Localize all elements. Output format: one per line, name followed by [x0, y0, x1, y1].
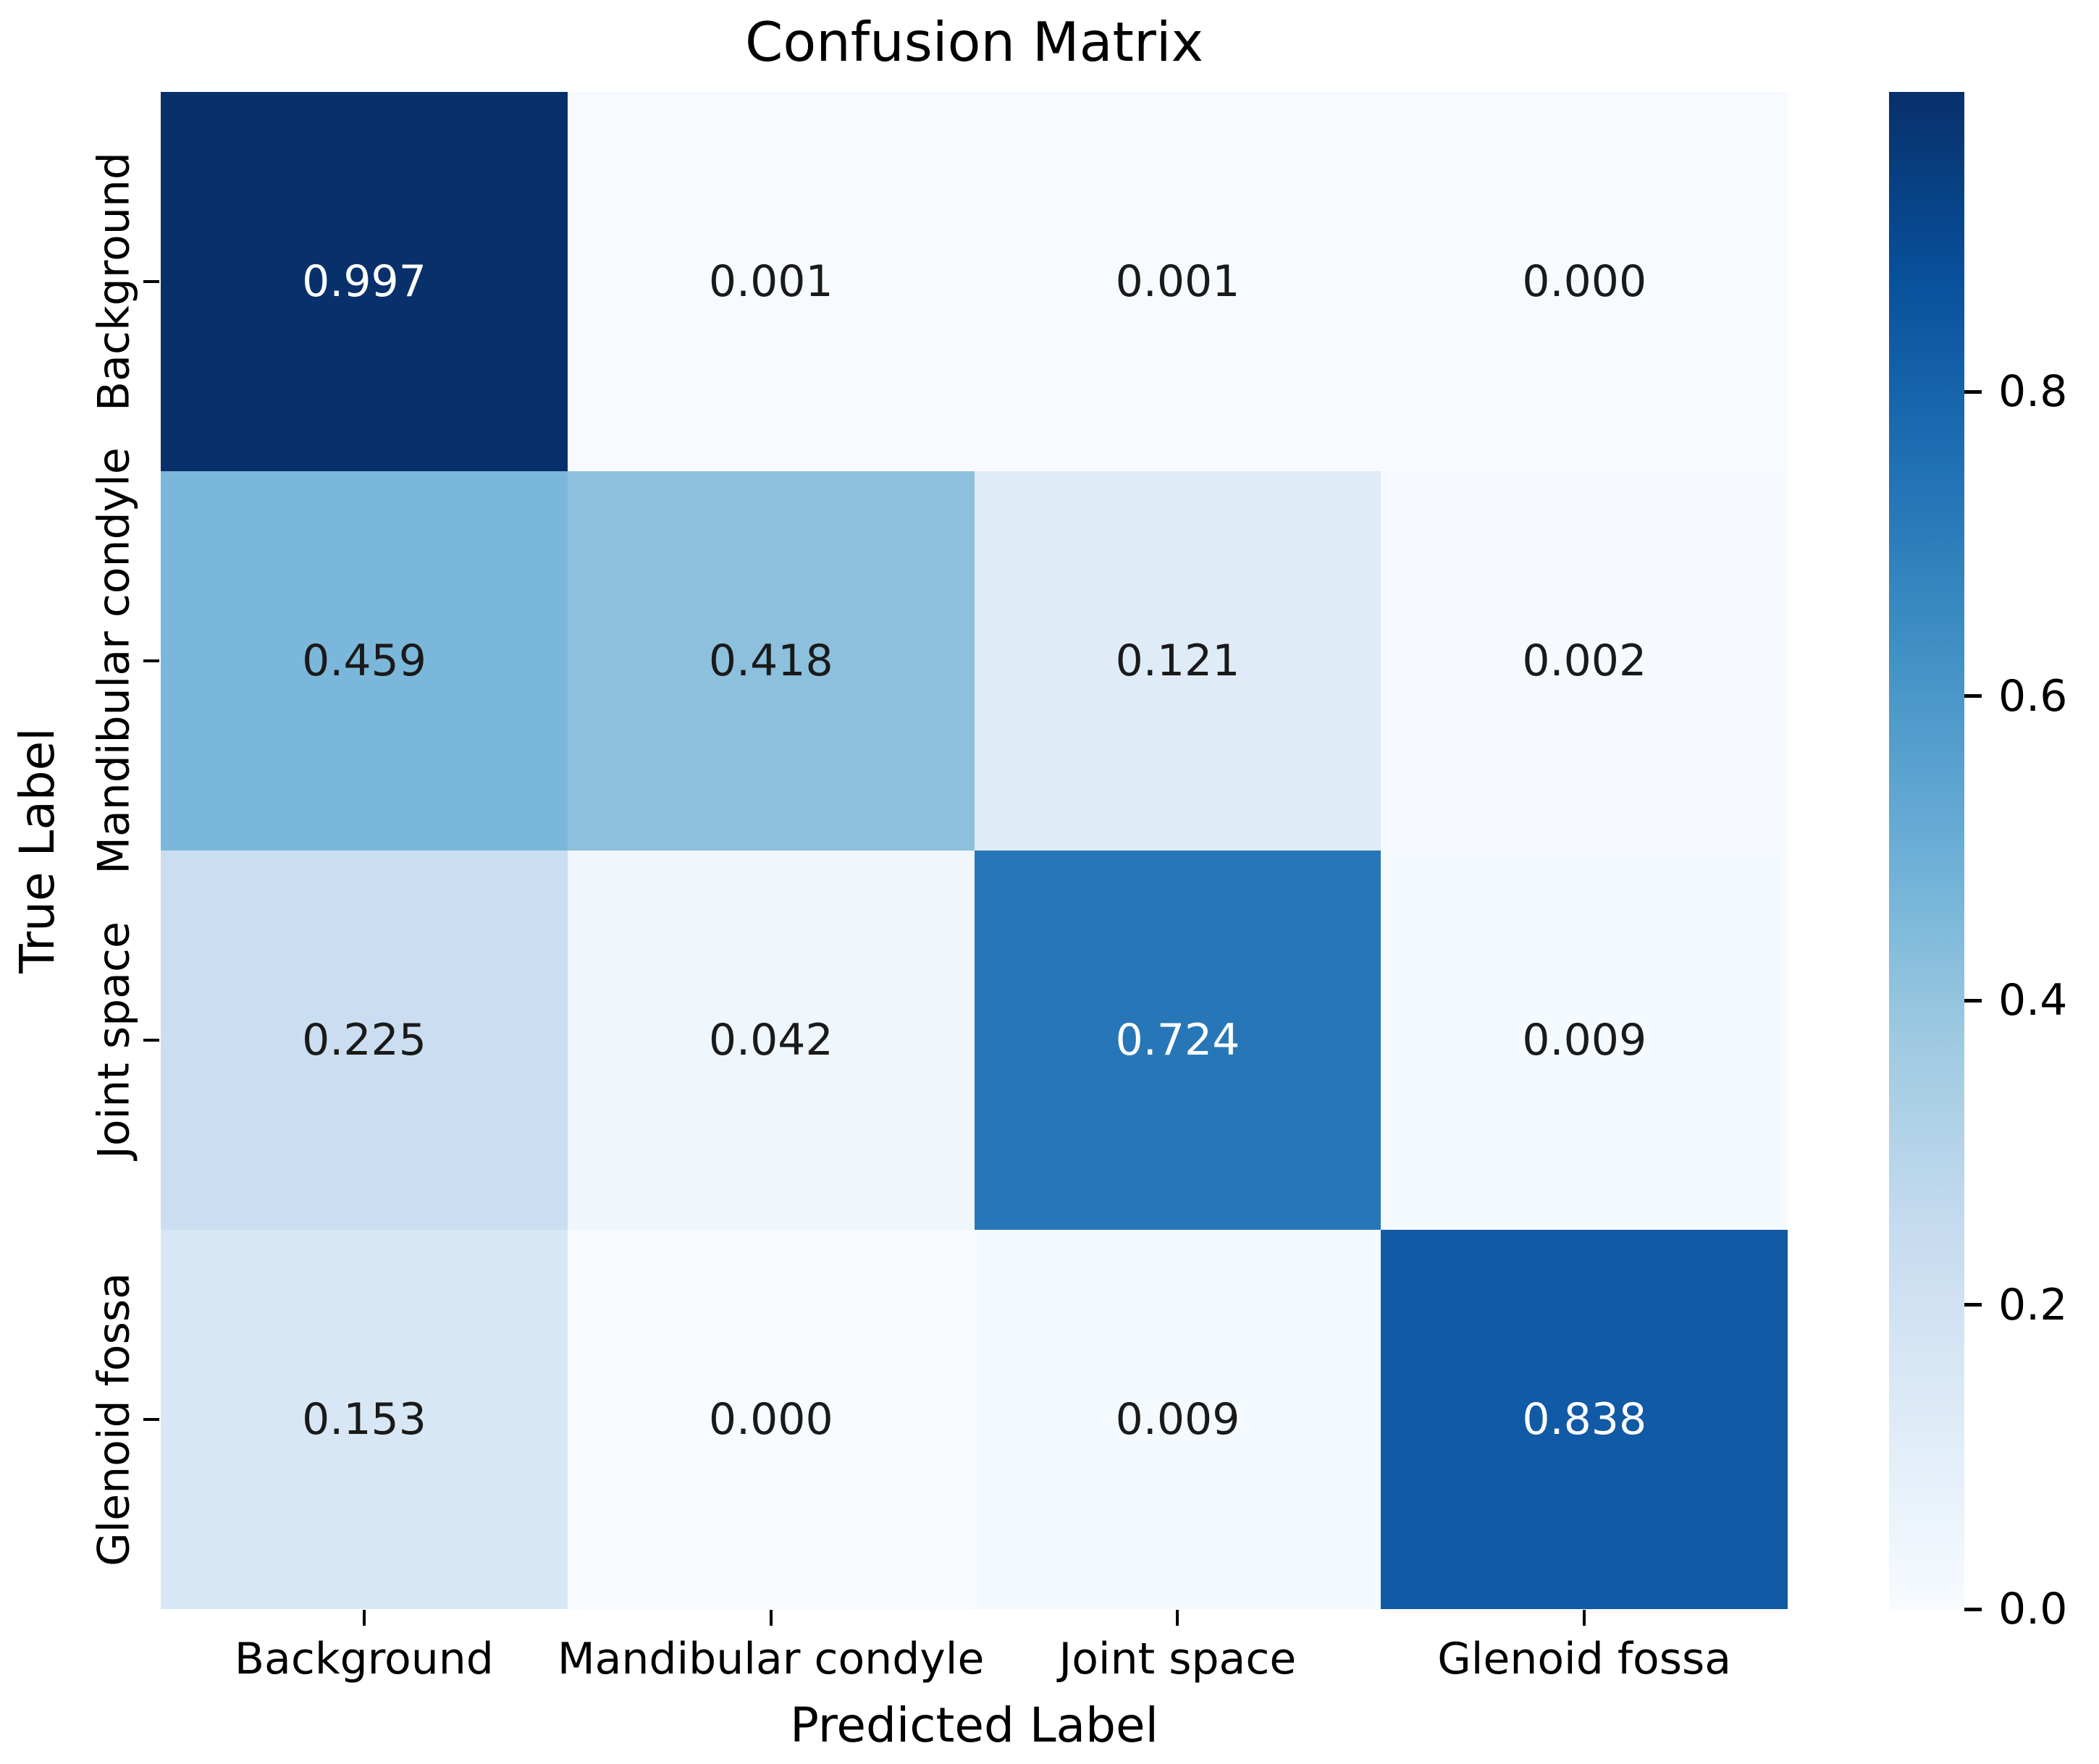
matrix-cell: 0.225 — [161, 851, 568, 1230]
matrix-cell: 0.009 — [1381, 851, 1788, 1230]
chart-title: Confusion Matrix — [744, 10, 1204, 74]
y-axis-tick-label: Mandibular condyle — [88, 447, 140, 874]
matrix-cell: 0.121 — [974, 471, 1381, 851]
y-axis-tick — [143, 280, 159, 283]
cell-annotation: 0.838 — [1522, 1394, 1647, 1445]
matrix-cell: 0.724 — [974, 851, 1381, 1230]
y-axis-title: True Label — [9, 727, 65, 974]
matrix-cell: 0.042 — [567, 851, 975, 1230]
matrix-cell: 0.153 — [161, 1230, 568, 1609]
matrix-cell: 0.459 — [161, 471, 568, 851]
cell-annotation: 0.997 — [302, 256, 426, 307]
colorbar-gradient — [1889, 92, 1964, 1609]
colorbar-tick-label: 0.2 — [1998, 1279, 2068, 1330]
y-axis-tick-label: Joint space — [88, 921, 140, 1159]
colorbar-tick — [1964, 1303, 1982, 1307]
cell-annotation: 0.000 — [708, 1394, 833, 1445]
matrix-cell: 0.009 — [974, 1230, 1381, 1609]
colorbar-tick — [1964, 694, 1982, 699]
cell-annotation: 0.459 — [302, 636, 426, 686]
x-axis-tick-label: Mandibular condyle — [557, 1634, 985, 1684]
cell-annotation: 0.225 — [302, 1015, 426, 1065]
cell-annotation: 0.009 — [1115, 1394, 1240, 1445]
cell-annotation: 0.009 — [1522, 1015, 1647, 1065]
colorbar-tick — [1964, 1607, 1982, 1611]
x-axis-tick-label: Joint space — [1059, 1634, 1297, 1684]
colorbar-tick-label: 0.4 — [1998, 975, 2068, 1026]
cell-annotation: 0.002 — [1522, 636, 1647, 686]
matrix-cell: 0.001 — [567, 92, 975, 471]
cell-annotation: 0.042 — [708, 1015, 833, 1065]
x-axis-tick-label: Background — [234, 1634, 494, 1684]
cell-annotation: 0.000 — [1522, 256, 1647, 307]
y-axis-tick — [143, 1418, 159, 1421]
cell-annotation: 0.121 — [1115, 636, 1240, 686]
cell-annotation: 0.724 — [1115, 1015, 1240, 1065]
x-axis-tick — [1176, 1610, 1179, 1626]
heatmap-grid: 0.997 0.001 0.001 0.000 0.459 0.418 0.121 0.002… — [161, 92, 1788, 1609]
matrix-cell: 0.838 — [1381, 1230, 1788, 1609]
matrix-cell: 0.997 — [161, 92, 568, 471]
colorbar-tick — [1964, 998, 1982, 1003]
matrix-cell: 0.000 — [1381, 92, 1788, 471]
matrix-cell: 0.000 — [567, 1230, 975, 1609]
x-axis-tick — [769, 1610, 773, 1626]
x-axis-tick — [1583, 1610, 1586, 1626]
cell-annotation: 0.001 — [1115, 256, 1240, 307]
matrix-cell: 0.418 — [567, 471, 975, 851]
x-axis-title: Predicted Label — [790, 1697, 1158, 1753]
y-axis-tick — [143, 1039, 159, 1042]
cell-annotation: 0.001 — [708, 256, 833, 307]
x-axis-tick — [362, 1610, 366, 1626]
colorbar-tick — [1964, 389, 1982, 394]
matrix-cell: 0.001 — [974, 92, 1381, 471]
x-axis-tick-label: Glenoid fossa — [1437, 1634, 1732, 1684]
y-axis-tick — [143, 659, 159, 662]
colorbar-tick-label: 0.8 — [1998, 366, 2068, 418]
colorbar-tick-label: 0.6 — [1998, 670, 2068, 722]
cell-annotation: 0.418 — [708, 636, 833, 686]
y-axis-tick-label: Background — [88, 152, 140, 411]
cell-annotation: 0.153 — [302, 1394, 426, 1445]
y-axis-tick-label: Glenoid fossa — [88, 1273, 140, 1566]
colorbar-tick-label: 0.0 — [1998, 1584, 2068, 1634]
matrix-cell: 0.002 — [1381, 471, 1788, 851]
